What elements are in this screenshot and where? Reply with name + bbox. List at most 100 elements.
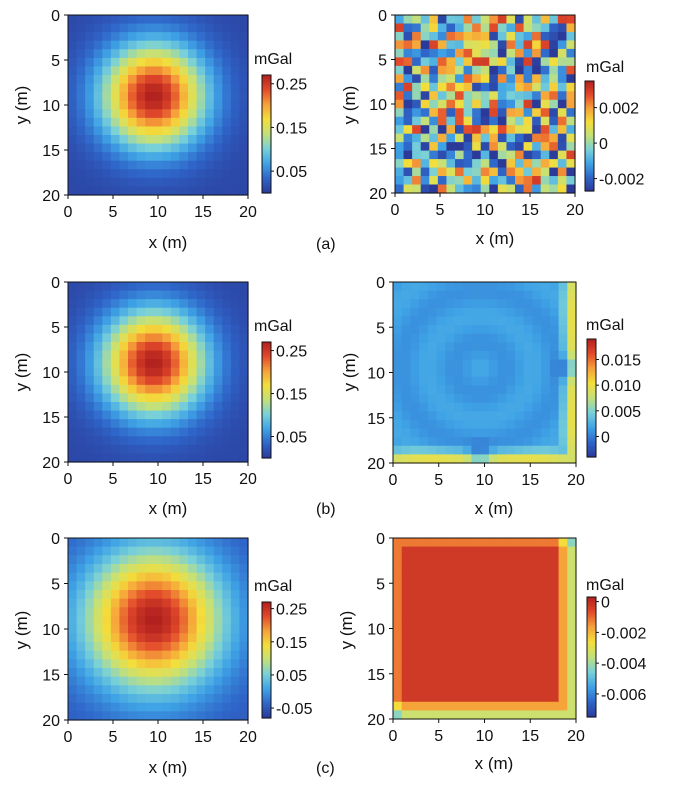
heatmap-cell bbox=[213, 282, 223, 292]
colorbar-swatch bbox=[262, 112, 271, 115]
heatmap-cell bbox=[119, 376, 129, 386]
heatmap-cell bbox=[76, 711, 86, 721]
colorbar-swatch bbox=[262, 390, 271, 393]
heatmap-cell bbox=[128, 324, 138, 335]
heatmap-cell bbox=[93, 83, 103, 93]
colorbar-swatch bbox=[587, 396, 596, 399]
heatmap-cell bbox=[523, 546, 534, 556]
heatmap-cell bbox=[93, 694, 103, 704]
heatmap-cell bbox=[454, 538, 464, 548]
heatmap-cell bbox=[523, 394, 534, 404]
heatmap-cell bbox=[549, 325, 560, 335]
heatmap-cell bbox=[93, 436, 103, 446]
heatmap-cell bbox=[462, 385, 473, 395]
heatmap-cell bbox=[102, 419, 112, 429]
heatmap-cell bbox=[136, 642, 146, 652]
heatmap-cell bbox=[540, 74, 550, 84]
heatmap-cell bbox=[119, 359, 129, 369]
heatmap-cell bbox=[549, 598, 560, 608]
heatmap-cell bbox=[153, 109, 163, 119]
heatmap-cell bbox=[188, 350, 198, 360]
colorbar-swatch bbox=[262, 90, 271, 94]
heatmap-cell bbox=[162, 616, 172, 626]
colorbar-tick-label: 0.005 bbox=[601, 404, 641, 421]
heatmap-cell bbox=[145, 711, 155, 721]
heatmap-cell bbox=[153, 581, 163, 591]
heatmap-cell bbox=[506, 555, 516, 565]
heatmap-cell bbox=[68, 650, 78, 660]
heatmap-cell bbox=[420, 48, 430, 58]
heatmap-cell bbox=[567, 316, 577, 326]
heatmap-cell bbox=[497, 57, 508, 67]
heatmap-cell bbox=[454, 563, 464, 574]
heatmap-cell bbox=[222, 444, 232, 455]
colorbar-swatch bbox=[262, 191, 271, 194]
x-tick-label: 15 bbox=[521, 472, 539, 489]
heatmap-cell bbox=[179, 659, 189, 669]
heatmap-cell bbox=[222, 436, 232, 446]
heatmap-cell bbox=[136, 342, 146, 352]
heatmap-cell bbox=[196, 40, 206, 50]
heatmap-cell bbox=[179, 40, 189, 50]
heatmap-cell bbox=[541, 615, 551, 625]
colorbar-swatch bbox=[262, 613, 271, 617]
heatmap-cell bbox=[102, 135, 112, 145]
heatmap-cell bbox=[462, 445, 473, 455]
colorbar-swatch bbox=[262, 398, 271, 401]
colorbar-swatch bbox=[262, 76, 271, 80]
heatmap-cell bbox=[471, 402, 481, 412]
heatmap-cell bbox=[93, 75, 103, 85]
heatmap-cell bbox=[462, 368, 473, 378]
heatmap-cell bbox=[128, 410, 138, 420]
heatmap-cell bbox=[188, 186, 198, 196]
heatmap-cell bbox=[410, 325, 420, 335]
heatmap-cell bbox=[497, 325, 507, 335]
heatmap-cell bbox=[419, 589, 429, 599]
heatmap-cell bbox=[145, 642, 155, 652]
heatmap-cell bbox=[540, 31, 550, 42]
heatmap-cell bbox=[410, 693, 420, 703]
heatmap-cell bbox=[145, 427, 155, 437]
heatmap-cell bbox=[119, 546, 129, 556]
heatmap-cell bbox=[239, 427, 249, 437]
heatmap-cell bbox=[68, 169, 78, 179]
heatmap-cell bbox=[145, 57, 155, 68]
heatmap-cell bbox=[188, 668, 198, 678]
colorbar-swatch bbox=[262, 646, 271, 649]
heatmap-cell bbox=[445, 641, 455, 651]
heatmap-cell bbox=[145, 359, 155, 369]
heatmap-cell bbox=[188, 324, 198, 335]
heatmap-cell bbox=[463, 133, 473, 143]
heatmap-cell bbox=[76, 152, 86, 162]
heatmap-cell bbox=[153, 694, 163, 704]
heatmap-cell bbox=[162, 290, 172, 300]
heatmap-cell bbox=[110, 186, 121, 196]
heatmap-cell bbox=[119, 607, 129, 617]
heatmap-cell bbox=[179, 135, 189, 145]
heatmap-cell bbox=[480, 684, 490, 694]
colorbar-swatch bbox=[585, 141, 594, 144]
heatmap-cell bbox=[170, 436, 181, 446]
heatmap-cell bbox=[403, 23, 413, 33]
heatmap-cell bbox=[136, 616, 146, 626]
heatmap-cell bbox=[462, 546, 473, 556]
heatmap-cell bbox=[523, 159, 533, 169]
colorbar-swatch bbox=[587, 386, 596, 389]
heatmap-cell bbox=[239, 160, 249, 170]
heatmap-cell bbox=[567, 454, 577, 464]
heatmap-cell bbox=[170, 384, 181, 395]
heatmap-cell bbox=[488, 563, 499, 574]
heatmap-cell bbox=[445, 693, 455, 703]
heatmap-cell bbox=[119, 143, 129, 153]
heatmap-cell bbox=[506, 546, 516, 556]
heatmap-cell bbox=[419, 282, 429, 292]
heatmap-cell bbox=[419, 325, 429, 335]
heatmap-cell bbox=[532, 368, 542, 378]
heatmap-cell bbox=[471, 606, 481, 617]
heatmap-cell bbox=[420, 74, 430, 84]
heatmap-cell bbox=[401, 701, 412, 711]
heatmap-cell bbox=[541, 606, 551, 617]
heatmap-cell bbox=[213, 444, 223, 455]
heatmap-cell bbox=[480, 563, 490, 574]
heatmap-cell bbox=[119, 436, 129, 446]
